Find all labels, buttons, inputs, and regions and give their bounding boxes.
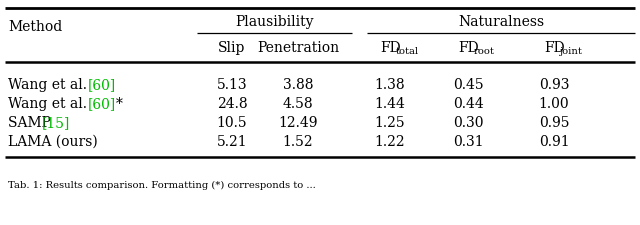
Text: 0.31: 0.31 [452,135,483,149]
Text: 1.00: 1.00 [539,97,570,111]
Text: Method: Method [8,20,62,34]
Text: FD: FD [544,41,564,55]
Text: 3.88: 3.88 [283,78,313,92]
Text: 10.5: 10.5 [217,116,247,130]
Text: 4.58: 4.58 [283,97,314,111]
Text: 1.44: 1.44 [374,97,405,111]
Text: root: root [474,47,495,56]
Text: 1.22: 1.22 [374,135,405,149]
Text: Tab. 1: Results comparison. Formatting (*) corresponds to ...: Tab. 1: Results comparison. Formatting (… [8,180,316,189]
Text: Plausibility: Plausibility [236,15,314,29]
Text: 0.44: 0.44 [452,97,483,111]
Text: FD: FD [380,41,401,55]
Text: 12.49: 12.49 [278,116,317,130]
Text: 0.30: 0.30 [452,116,483,130]
Text: [15]: [15] [42,116,70,130]
Text: 0.45: 0.45 [452,78,483,92]
Text: FD: FD [458,41,479,55]
Text: Wang et al.: Wang et al. [8,78,92,92]
Text: 1.38: 1.38 [374,78,405,92]
Text: joint: joint [560,47,583,56]
Text: Penetration: Penetration [257,41,339,55]
Text: *: * [116,97,123,111]
Text: 0.91: 0.91 [539,135,570,149]
Text: Wang et al.: Wang et al. [8,97,92,111]
Text: 5.13: 5.13 [217,78,247,92]
Text: Slip: Slip [218,41,246,55]
Text: 1.52: 1.52 [283,135,314,149]
Text: 5.21: 5.21 [217,135,247,149]
Text: Naturalness: Naturalness [458,15,544,29]
Text: [60]: [60] [88,78,116,92]
Text: SAMP: SAMP [8,116,55,130]
Text: 24.8: 24.8 [217,97,247,111]
Text: 0.95: 0.95 [539,116,569,130]
Text: 0.93: 0.93 [539,78,569,92]
Text: [60]: [60] [88,97,116,111]
Text: 1.25: 1.25 [374,116,405,130]
Text: LAMA (ours): LAMA (ours) [8,135,98,149]
Text: total: total [396,47,419,56]
